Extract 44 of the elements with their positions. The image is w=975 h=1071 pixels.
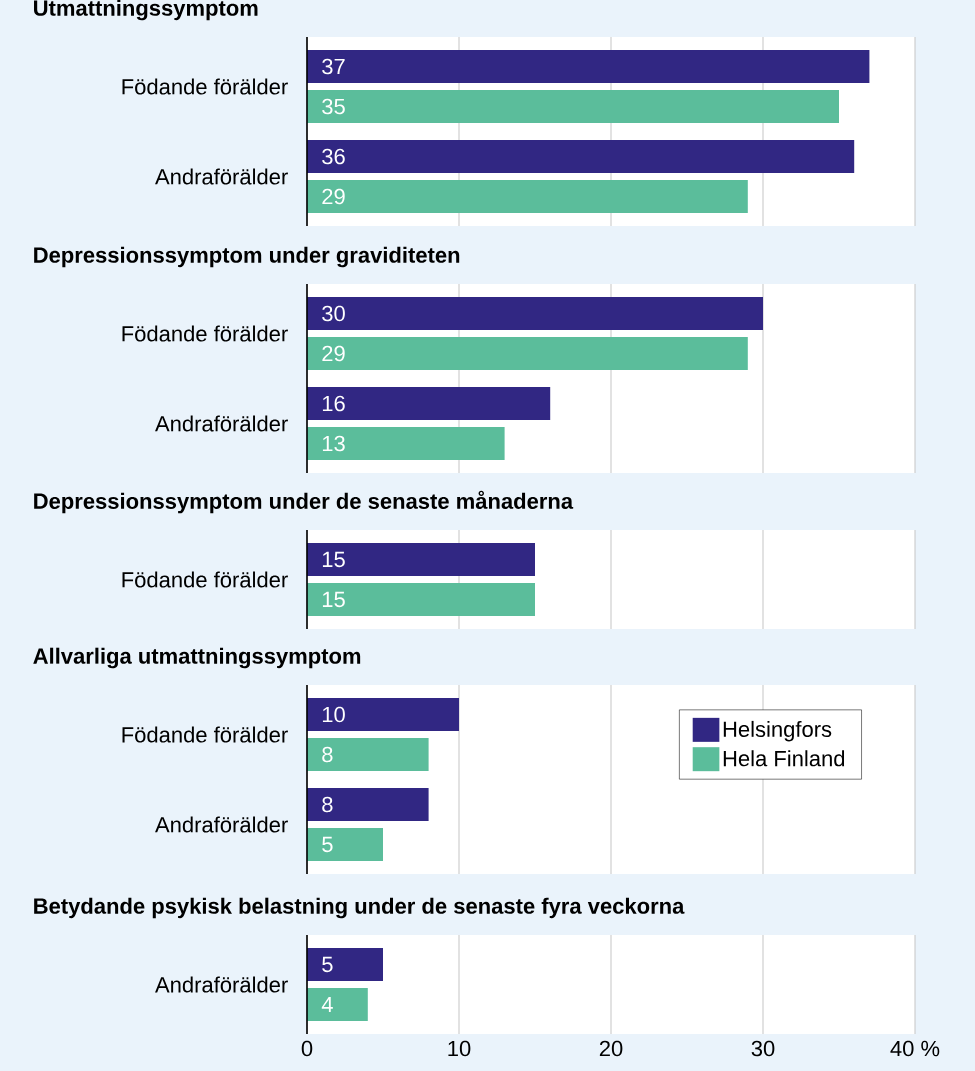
x-tick-label: 20	[599, 1040, 623, 1057]
data-label: 16	[322, 395, 345, 412]
legend-label: Helsingfors	[723, 720, 832, 742]
legend-label: Hela Finland	[723, 750, 845, 767]
data-label: 36	[322, 148, 345, 165]
bar	[307, 427, 505, 460]
data-label: 5	[322, 956, 333, 973]
data-label: 37	[322, 58, 345, 75]
bar	[307, 387, 551, 421]
x-tick-label: 10	[448, 1040, 471, 1057]
chart-title: Allvarliga utmattningssymptom	[33, 647, 361, 669]
y-tick-label: Födande förälder	[122, 726, 288, 743]
y-tick-label: Andraförälder	[155, 168, 288, 185]
y-tick-label: Andraförälder	[155, 816, 288, 833]
data-label: 15	[322, 551, 345, 568]
data-label: 29	[322, 188, 345, 205]
data-label: 15	[322, 591, 345, 608]
data-label: 10	[322, 706, 345, 723]
data-label: 35	[322, 98, 345, 115]
y-tick-label: Födande förälder	[122, 78, 288, 95]
data-label: 8	[322, 796, 333, 813]
data-label: 30	[322, 305, 345, 322]
y-tick-label: Andraförälder	[155, 415, 288, 432]
bar	[307, 337, 748, 371]
chart-title: Depressionssymptom under de senaste månaderna	[34, 490, 574, 514]
data-label: 5	[322, 836, 333, 853]
x-tick-label: 0	[301, 1040, 313, 1057]
bar	[307, 90, 839, 123]
data-label: 8	[322, 746, 333, 763]
data-label: 29	[322, 345, 345, 362]
y-tick-label: Födande förälder	[122, 325, 288, 342]
chart-title: Utmattningssymptom	[34, 0, 258, 21]
bar	[307, 50, 870, 83]
x-tick-label: 30	[751, 1040, 775, 1057]
y-tick-label: Andraförälder	[155, 976, 288, 993]
bar	[307, 140, 855, 173]
data-label: 13	[322, 435, 345, 452]
y-tick-label: Födande förälder	[122, 571, 288, 588]
chart-title: Betydande psykisk belastning under de senaste fyra veckorna	[34, 897, 685, 919]
data-label: 4	[321, 996, 333, 1013]
bar	[307, 180, 748, 213]
x-tick-label: 40 %	[890, 1040, 940, 1057]
chart-title: Depressionssymptom under graviditeten	[34, 246, 460, 268]
bar	[307, 297, 763, 330]
